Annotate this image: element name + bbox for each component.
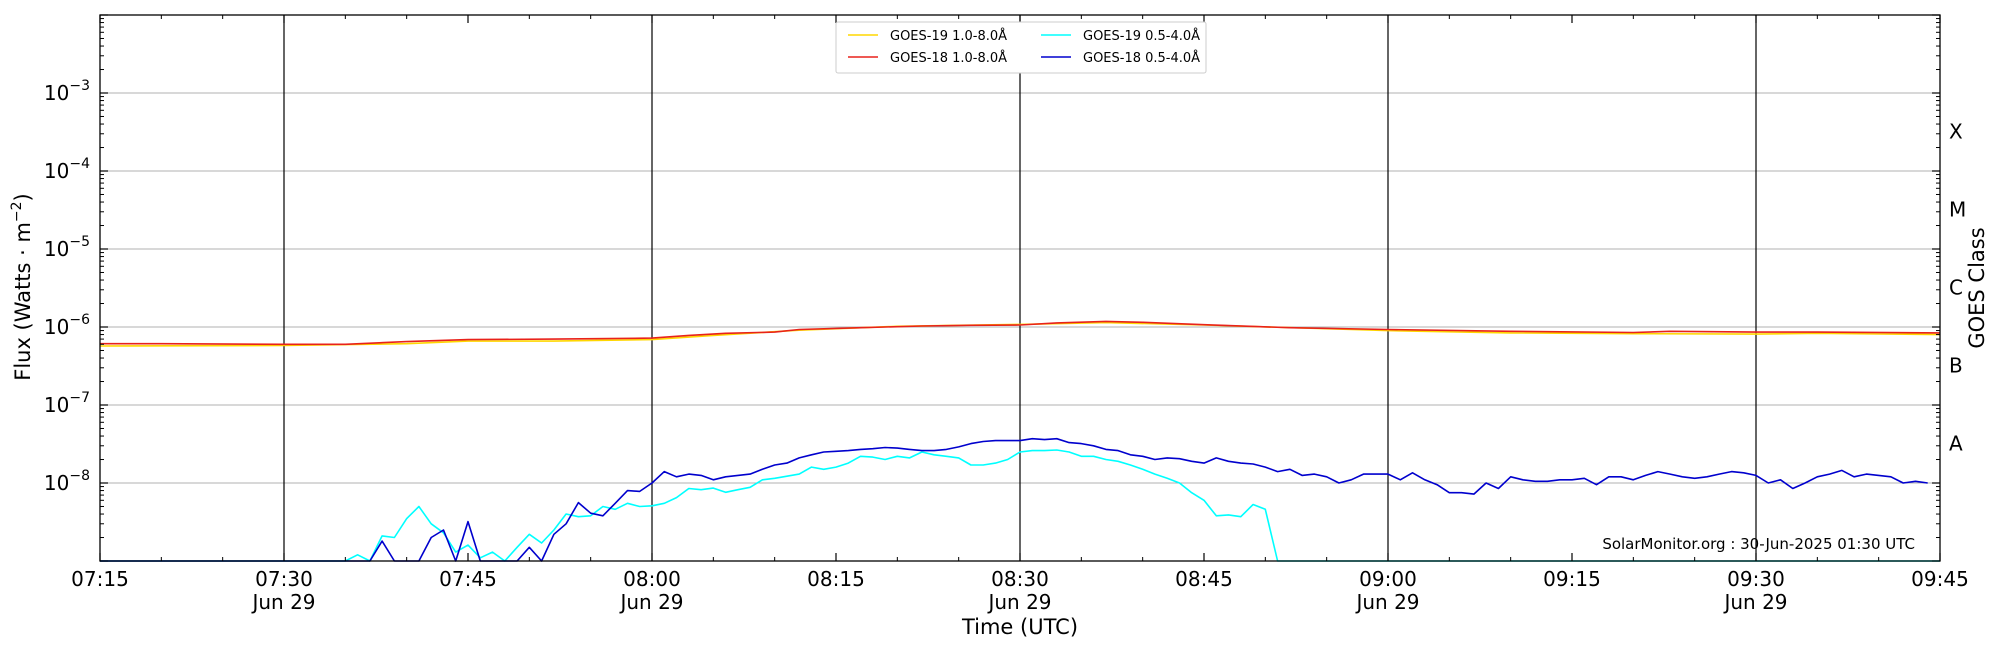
- legend-label: GOES-18 1.0-8.0Å: [890, 50, 1007, 66]
- x-tick-label: 07:45: [439, 567, 497, 591]
- x-tick-label: 08:45: [1175, 567, 1233, 591]
- y-tick-label: 10−8: [44, 468, 90, 495]
- series-layer: [99, 320, 1941, 562]
- series-line-goes-18-1-0-8-0: [100, 320, 1941, 346]
- x-tick-label: 09:45: [1911, 567, 1969, 591]
- vertical-time-lines: [283, 15, 1757, 561]
- y-tick-label: 10−5: [44, 234, 90, 261]
- x-tick-label: 09:00: [1359, 567, 1417, 591]
- legend-label: GOES-19 0.5-4.0Å: [1083, 28, 1200, 44]
- tick-layer: [99, 14, 1941, 562]
- y-tick-label: 10−6: [44, 312, 90, 339]
- goes-class-label: B: [1949, 354, 1963, 378]
- x-tick-label: 07:15: [71, 567, 129, 591]
- y-tick-label: 10−4: [44, 156, 90, 183]
- x-tick-label: 07:30: [255, 567, 313, 591]
- goes-class-labels: X M C B A: [1949, 120, 1966, 456]
- goes-class-axis-title: GOES Class: [1965, 227, 1989, 348]
- legend-box: [835, 21, 1207, 74]
- x-tick-label: 08:00: [623, 567, 681, 591]
- y-tick-label: 10−3: [44, 78, 90, 105]
- x-tick-label: 09:15: [1543, 567, 1601, 591]
- x-tick-date-label: Jun 29: [1354, 590, 1419, 614]
- y-tick-label: 10−7: [44, 390, 90, 417]
- x-axis-title: Time (UTC): [961, 615, 1078, 639]
- legend-label: GOES-18 0.5-4.0Å: [1083, 50, 1200, 66]
- legend-label: GOES-19 1.0-8.0Å: [890, 28, 1007, 44]
- series-line-goes-19-0-5-4-0: [100, 449, 1940, 562]
- y-axis-title: Flux (Watts · m−2): [9, 193, 35, 381]
- x-tick-label: 08:30: [991, 567, 1049, 591]
- goes-class-label: X: [1949, 120, 1963, 144]
- goes-class-label: M: [1949, 198, 1966, 222]
- series-line-goes-18-0-5-4-0: [100, 437, 1928, 562]
- legend: GOES-19 1.0-8.0Å GOES-19 0.5-4.0Å GOES-18 …: [835, 21, 1207, 74]
- goes-class-label: C: [1949, 276, 1963, 300]
- x-tick-label: 09:30: [1727, 567, 1785, 591]
- y-tick-labels: 10−3 10−4 10−5 10−6 10−7 10−8: [44, 78, 90, 495]
- x-tick-date-label: Jun 29: [618, 590, 683, 614]
- x-tick-label: 08:15: [807, 567, 865, 591]
- x-tick-date-label: Jun 29: [250, 590, 315, 614]
- x-tick-date-label: Jun 29: [1722, 590, 1787, 614]
- credit-text: SolarMonitor.org : 30-Jun-2025 01:30 UTC: [1602, 535, 1915, 553]
- goes-class-label: A: [1949, 432, 1963, 456]
- x-tick-date-label: Jun 29: [986, 590, 1051, 614]
